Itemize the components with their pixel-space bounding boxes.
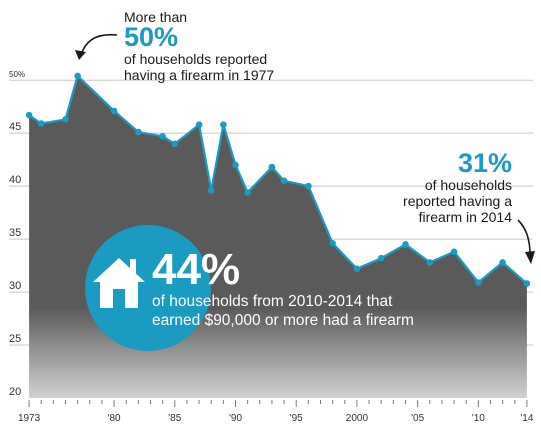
x-tick-label: '05 <box>411 413 424 424</box>
latest-annotation-value: 31% <box>458 148 512 178</box>
data-point <box>195 121 203 128</box>
x-tick-label: '14 <box>520 413 533 424</box>
latest-annotation: 31% of households reported having a fire… <box>403 148 535 264</box>
y-tick-label: 20 <box>9 386 21 398</box>
data-point <box>135 128 142 136</box>
stat-line1: of households from 2010-2014 that <box>152 293 393 310</box>
data-point <box>402 241 409 248</box>
data-point <box>220 121 227 128</box>
peak-arrow-line <box>80 33 118 56</box>
y-tick-label: 25 <box>9 333 21 345</box>
y-tick-label: 45 <box>9 121 21 133</box>
peak-annotation-lead: More than <box>124 9 187 25</box>
data-point <box>475 279 482 286</box>
latest-annotation-line1: of households <box>425 177 512 193</box>
x-axis-ticks: 1973 '80 '85 '90 '95 2000 '05 '10 '14 <box>18 400 534 424</box>
peak-arrow-head <box>75 50 86 60</box>
data-points <box>25 72 531 287</box>
data-point <box>74 72 81 80</box>
peak-annotation-line1: of households reported <box>124 51 267 67</box>
data-point <box>25 111 33 119</box>
x-tick-label: '10 <box>472 413 485 424</box>
stat-line2: earned $90,000 or more had a firearm <box>152 312 414 329</box>
x-tick-label: '85 <box>168 413 181 424</box>
data-point <box>305 182 312 190</box>
x-tick-label: '95 <box>290 413 303 424</box>
data-point <box>499 259 506 266</box>
stat-value: 44% <box>152 245 240 294</box>
y-tick-label: 35 <box>9 227 21 239</box>
data-point <box>244 189 251 196</box>
peak-annotation-line2: having a firearm in 1977 <box>124 67 274 83</box>
y-tick-label: 40 <box>9 174 21 186</box>
data-point <box>450 248 458 256</box>
latest-arrow-head <box>525 251 535 264</box>
y-tick-label: 50% <box>9 70 25 79</box>
data-point <box>171 140 179 148</box>
data-point <box>329 240 336 247</box>
data-point <box>523 280 531 287</box>
x-tick-label: '90 <box>229 413 242 424</box>
stat-circle <box>85 225 211 351</box>
house-icon <box>93 258 145 308</box>
y-tick-label: 30 <box>9 280 21 292</box>
data-point <box>207 187 215 194</box>
data-point <box>268 163 276 171</box>
latest-annotation-line2: reported having a <box>403 193 512 209</box>
data-point <box>353 265 361 273</box>
data-point <box>159 133 166 140</box>
data-point <box>377 254 385 262</box>
data-point <box>280 177 288 185</box>
stat-callout: 44% of households from 2010-2014 that ea… <box>85 225 414 351</box>
area-series <box>29 75 527 399</box>
latest-annotation-line3: firearm in 2014 <box>419 209 513 225</box>
latest-arrow-line <box>517 219 531 255</box>
data-point <box>110 107 118 115</box>
x-tick-label: '80 <box>108 413 121 424</box>
x-tick-label: 2000 <box>346 413 369 424</box>
area-fill <box>29 75 527 399</box>
data-point <box>426 259 434 266</box>
x-tick-label: 1973 <box>18 413 41 424</box>
data-point <box>37 120 45 127</box>
y-axis-ticks: 20 25 30 35 40 45 50% <box>9 70 25 398</box>
data-point <box>232 161 239 169</box>
peak-annotation: More than 50% of households reported hav… <box>75 9 274 83</box>
peak-annotation-value: 50% <box>124 22 178 52</box>
data-point <box>62 116 69 123</box>
